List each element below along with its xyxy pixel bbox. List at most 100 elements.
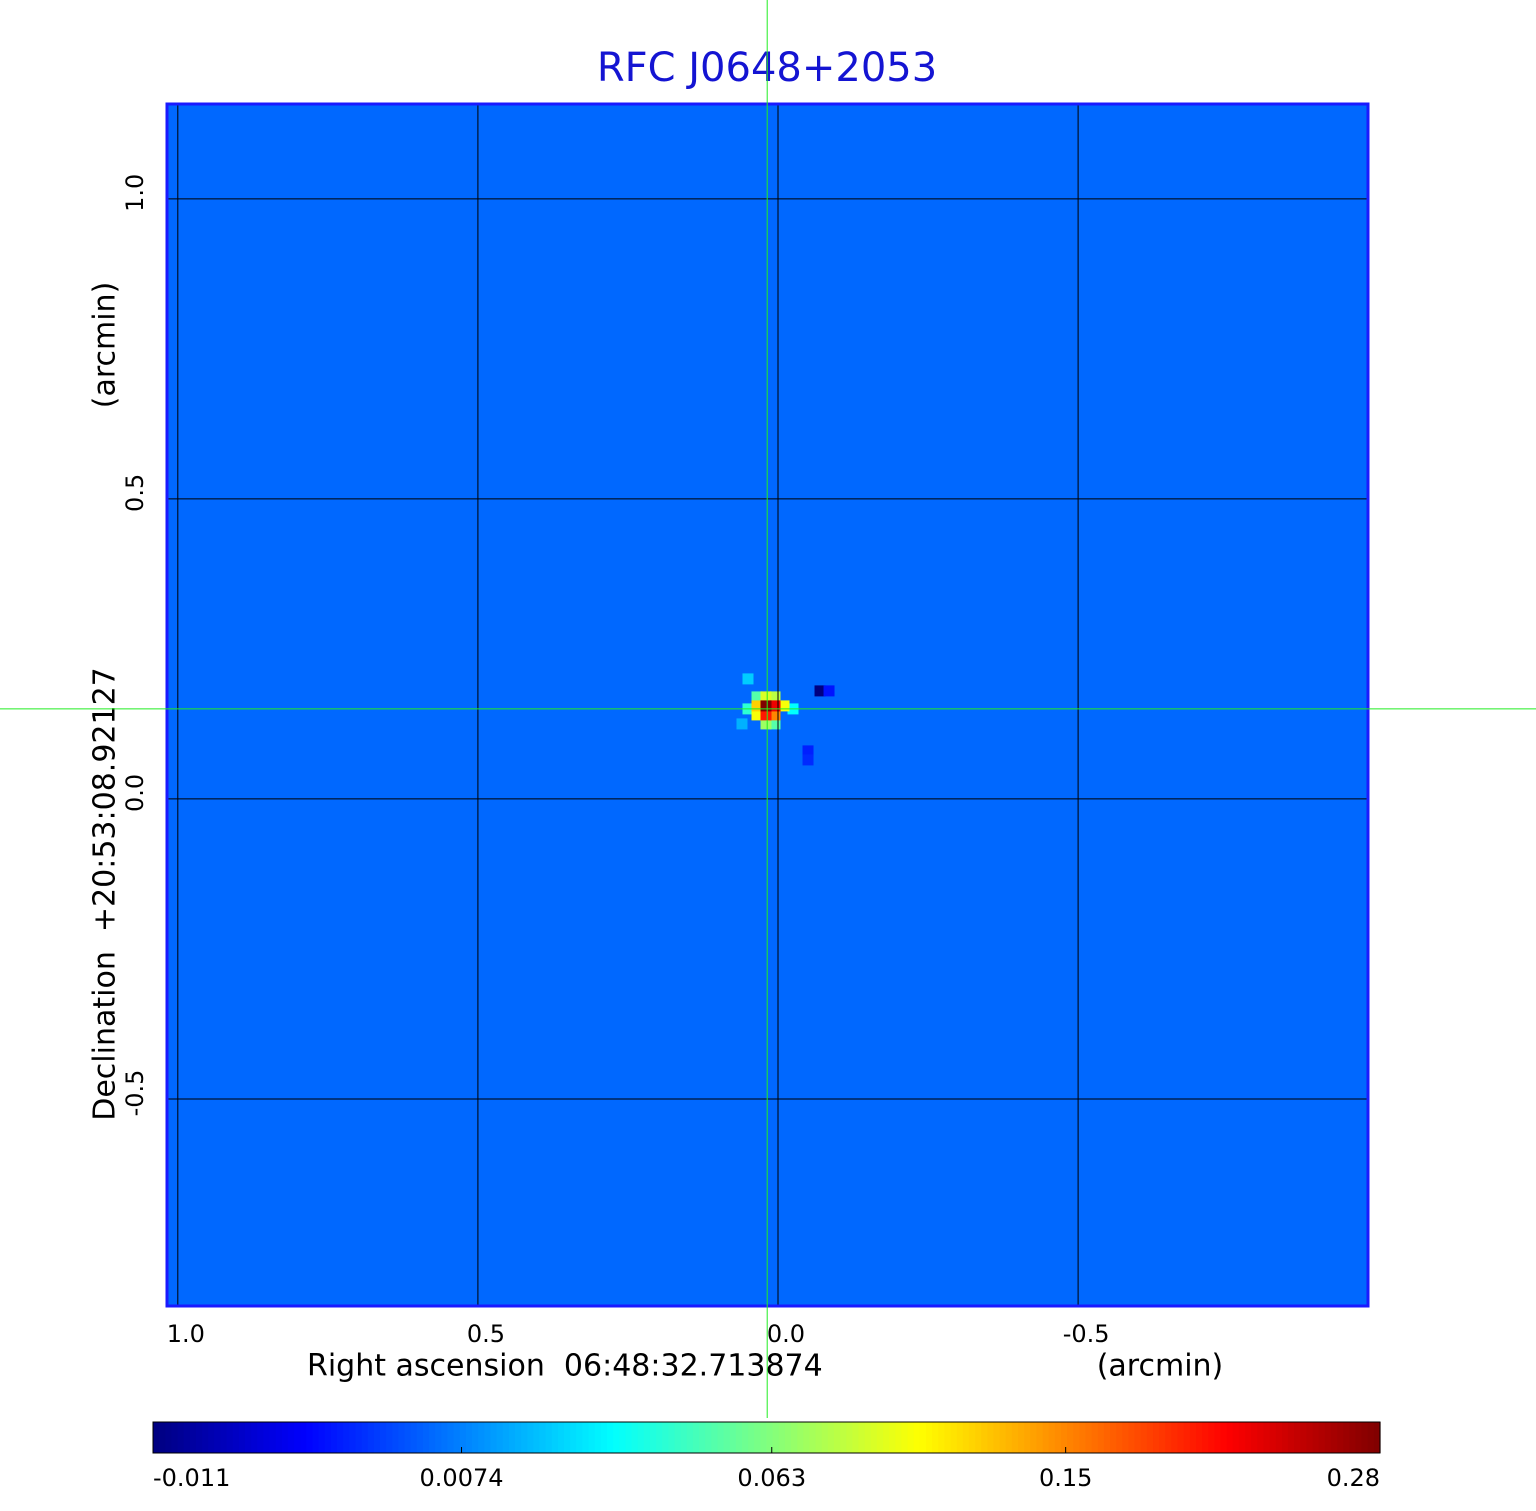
colorbar-segment [306,1422,314,1453]
colorbar-segment [312,1422,320,1453]
colorbar-segment [533,1422,541,1453]
colorbar-segment [895,1422,903,1453]
colorbar-frame [152,1421,1381,1454]
colorbar-segment [643,1422,651,1453]
colorbar-segment [827,1422,835,1453]
colorbar-segment [1110,1422,1117,1453]
colorbar-segment [183,1422,191,1453]
colorbar-segment [778,1422,786,1453]
colorbar-segment [330,1422,338,1453]
colorbar-segment [950,1422,958,1453]
colorbar-segment [1060,1422,1068,1453]
colorbar-segment [1042,1422,1050,1453]
colorbar-segment [803,1422,811,1453]
colorbar-segment [993,1422,1001,1453]
colorbar-segment [404,1422,412,1453]
colorbar-segment [754,1422,761,1453]
colorbar-segment [926,1422,933,1453]
colorbar-segment [220,1422,228,1453]
colorbar-segment [1226,1422,1234,1453]
colorbar-segment [349,1422,357,1453]
colorbar-segment [1220,1422,1228,1453]
colorbar-segment [245,1422,252,1453]
colorbar-segment [588,1422,596,1453]
colorbar-segment [1091,1422,1099,1453]
colorbar-segment [1238,1422,1246,1453]
colorbar-segment [337,1422,344,1453]
colorbar-segment [318,1422,326,1453]
colorbar-segment [631,1422,639,1453]
image-pixel [778,700,790,712]
x-axis-label: Right ascension 06:48:32.713874 [307,1349,823,1384]
colorbar-segment [723,1422,731,1453]
colorbar-segment [846,1422,853,1453]
colorbar-segment [870,1422,878,1453]
colorbar-segment [1067,1422,1074,1453]
colorbar-segment [791,1422,798,1453]
colorbar-segment [564,1422,571,1453]
colorbar-segment [1116,1422,1123,1453]
colorbar-segment [1128,1422,1136,1453]
colorbar-segment [195,1422,203,1453]
colorbar-segment [392,1422,399,1453]
colorbar-segment [373,1422,381,1453]
colorbar-segment [968,1422,976,1453]
colorbar-segment [324,1422,332,1453]
image-pixel [760,718,772,730]
colorbar-segment [981,1422,988,1453]
colorbar-segment [177,1422,185,1453]
colorbar-segment [833,1422,841,1453]
colorbar-segment [570,1422,577,1453]
colorbar-segment [674,1422,682,1453]
colorbar-segment [1177,1422,1185,1453]
colorbar-segment [582,1422,590,1453]
x-tick-label: 0.0 [767,1320,805,1348]
colorbar-segment [1195,1422,1203,1453]
colorbar-segment [662,1422,669,1453]
colorbar-segment [159,1422,166,1453]
colorbar-segment [1036,1422,1044,1453]
colorbar-segment [1343,1422,1350,1453]
colorbar-segment [717,1422,725,1453]
colorbar-segment [490,1422,498,1453]
colorbar-segment [447,1422,455,1453]
colorbar-segment [1232,1422,1240,1453]
colorbar-segment [619,1422,626,1453]
colorbar-segment [287,1422,295,1453]
colorbar-segment [275,1422,283,1453]
colorbar-segment [459,1422,467,1453]
image-pixel [751,691,763,703]
colorbar-segment [760,1422,768,1453]
image-pixel [751,709,763,721]
image-pixel [769,700,781,712]
y-tick-label: -0.5 [121,1070,149,1117]
colorbar-segment [1153,1422,1160,1453]
colorbar-segment [465,1422,473,1453]
colorbar-segment [944,1422,952,1453]
colorbar-segment [748,1422,755,1453]
colorbar-segment [999,1422,1007,1453]
y-axis-label: Declination +20:53:08.92127 [88,667,123,1121]
colorbar-segment [202,1422,209,1453]
colorbar-segment [484,1422,492,1453]
image-pixel [760,700,772,712]
colorbar-segment [1245,1422,1252,1453]
colorbar-segment [1355,1422,1363,1453]
colorbar-segment [508,1422,516,1453]
colorbar-segment [637,1422,645,1453]
colorbar-tick-label: 0.15 [1039,1464,1092,1492]
colorbar-segment [1214,1422,1222,1453]
colorbar-segment [613,1422,620,1453]
colorbar-segment [809,1422,817,1453]
colorbar-segment [1189,1422,1197,1453]
colorbar-segment [705,1422,712,1453]
colorbar-segment [453,1422,461,1453]
colorbar-segment [1257,1422,1265,1453]
colorbar-segment [821,1422,829,1453]
colorbar-segment [441,1422,449,1453]
colorbar-segment [680,1422,688,1453]
colorbar-segment [1140,1422,1148,1453]
colorbar-segment [1171,1422,1179,1453]
colorbar-segment [379,1422,387,1453]
colorbar-segment [1287,1422,1295,1453]
